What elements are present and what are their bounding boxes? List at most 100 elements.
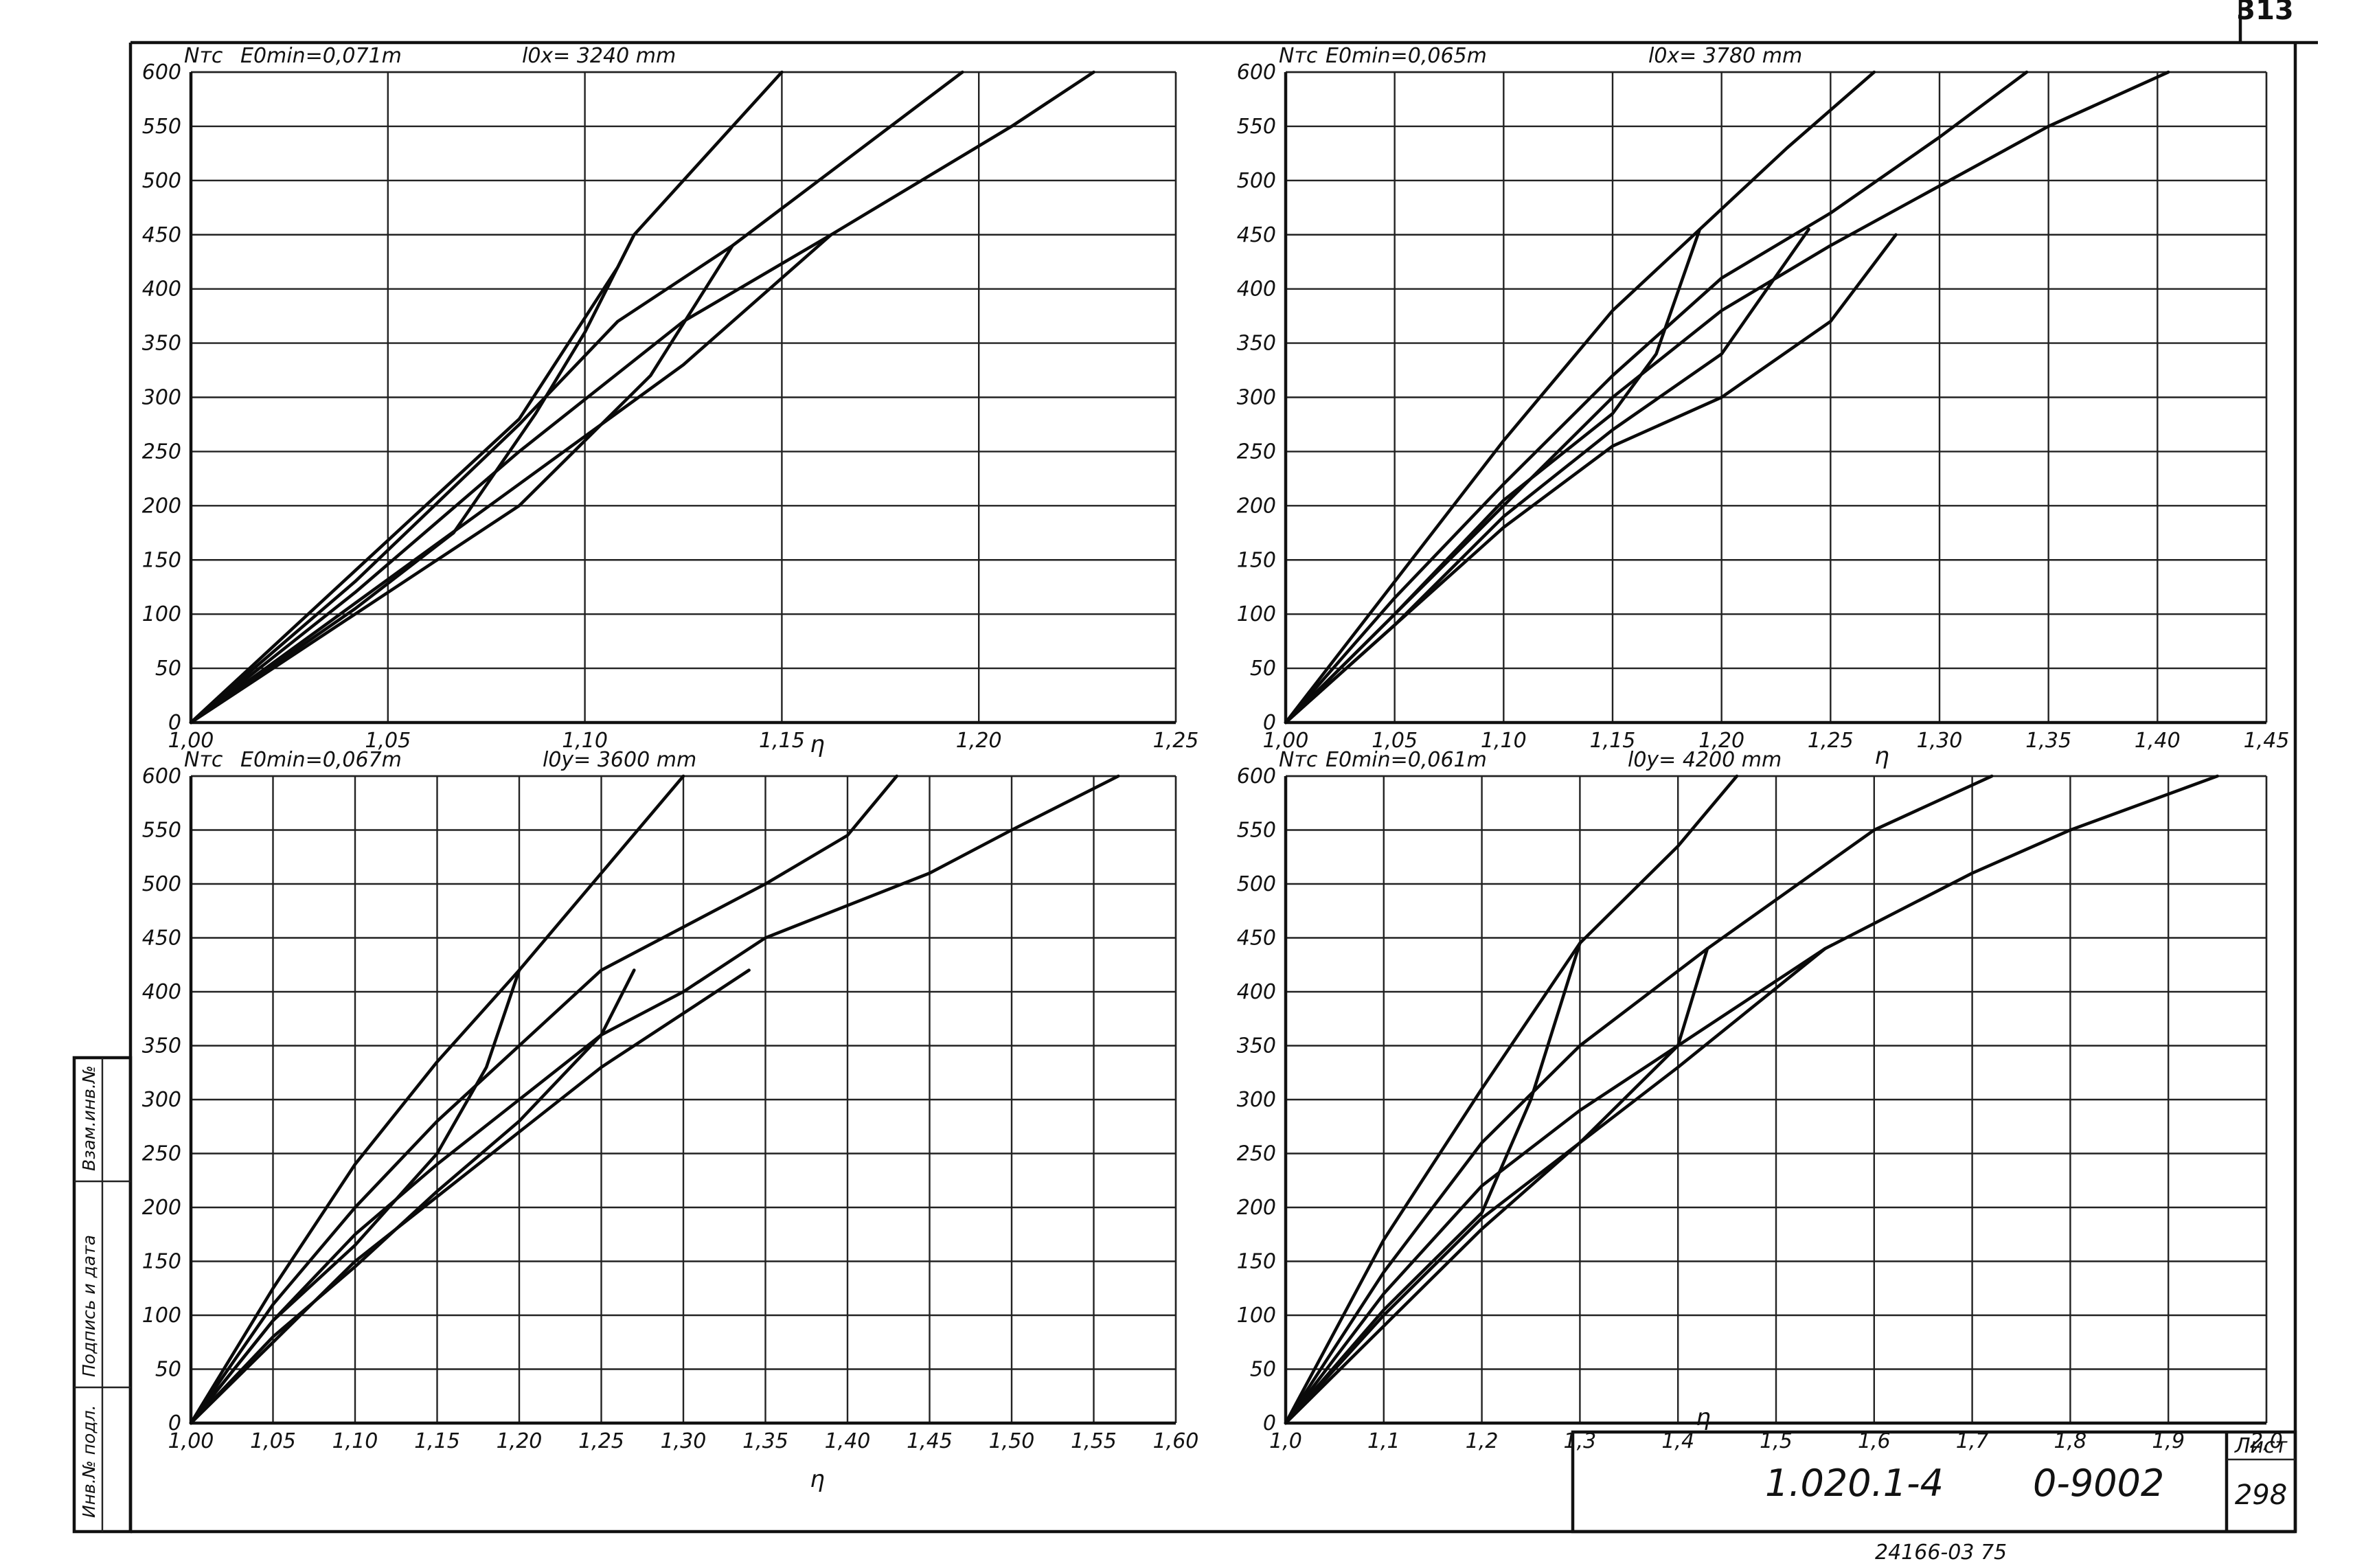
y-tick-label: 550 (142, 115, 181, 139)
x-tick-label: 1,00 (1263, 729, 1309, 753)
chart-bottom-right: 0 50 100 150 200 250 300 350 400 450 500 550 600 1,0 1… (1237, 748, 2283, 1453)
y-tick-label: 100 (142, 1304, 181, 1328)
x-tick-label: 1,35 (742, 1429, 788, 1453)
list-label: Лист (2234, 1434, 2288, 1458)
series-line-1 (1284, 774, 1739, 1425)
list-number: 298 (2235, 1479, 2287, 1511)
series-line-5 (189, 968, 521, 1425)
y-tick-label: 400 (142, 980, 181, 1004)
chart-param-label: E0min=0,071m (240, 44, 402, 68)
chart-param-label: l0y= 4200 mm (1628, 748, 1782, 772)
y-axis-label: Nтс (184, 44, 223, 68)
y-tick-label: 600 (142, 764, 181, 788)
y-tick-label: 150 (142, 548, 181, 572)
y-tick-label: 600 (1237, 764, 1276, 788)
x-tick-label: 1,05 (1372, 729, 1418, 753)
x-tick-label: 1,2 (1466, 1429, 1499, 1453)
y-tick-label: 100 (1237, 1304, 1276, 1328)
y-axis-label: Nтс (184, 748, 223, 772)
y-tick-label: 200 (142, 1196, 181, 1220)
series-line-4 (189, 233, 833, 725)
x-tick-label: 1,1 (1367, 1429, 1400, 1453)
series-line-5 (189, 233, 636, 725)
x-tick-label: 1,40 (825, 1429, 871, 1453)
chart-bottom-left: 0 50 100 150 200 250 300 350 400 450 500 550 600 1,00… (142, 748, 1199, 1493)
side-label-replace: Взам.инв.№ (79, 1065, 99, 1171)
y-tick-label: 550 (1237, 115, 1276, 139)
y-tick-label: 150 (142, 1250, 181, 1274)
series-line-4 (1284, 233, 1898, 725)
y-tick-label: 500 (142, 872, 181, 896)
x-tick-label: 2,0 (2250, 1429, 2283, 1453)
y-axis-label: Nтс (1279, 44, 1318, 68)
series-line-6 (189, 968, 636, 1425)
side-stamp: Инв.№ подл. Подпись и дата Взам.инв.№ (72, 1056, 133, 1534)
y-axis-label: Nтс (1279, 748, 1318, 772)
y-tick-label: 200 (1237, 494, 1276, 518)
x-tick-label: 1,30 (661, 1429, 707, 1453)
x-tick-label: 1,5 (1760, 1429, 1793, 1453)
series-line-2 (1284, 774, 1994, 1425)
x-tick-label: 1,9 (2152, 1429, 2185, 1453)
x-tick-label: 1,00 (168, 1429, 214, 1453)
x-tick-label: 1,55 (1071, 1429, 1117, 1453)
series-line-4 (1284, 946, 1827, 1425)
y-tick-label: 300 (142, 386, 181, 410)
x-tick-label: 1,10 (562, 729, 608, 753)
y-tick-label: 500 (142, 169, 181, 193)
y-tick-label: 500 (1237, 169, 1276, 193)
series-line-5 (1284, 227, 1702, 725)
x-tick-label: 1,00 (168, 729, 214, 753)
y-tick-label: 550 (142, 819, 181, 843)
x-tick-label: 1,15 (414, 1429, 460, 1453)
x-tick-label: 1,7 (1956, 1429, 1989, 1453)
x-tick-label: 1,3 (1564, 1429, 1597, 1453)
y-tick-label: 0 (168, 1411, 181, 1435)
y-tick-label: 50 (155, 1358, 181, 1382)
x-tick-label: 1,6 (1858, 1429, 1891, 1453)
chart-top-right: 0 50 100 150 200 250 300 350 400 450 500 550 600 1,00… (1237, 44, 2290, 770)
designation-b: 0-9002 (2033, 1462, 2164, 1505)
x-tick-label: 1,0 (1269, 1429, 1302, 1453)
series-line-2 (189, 774, 898, 1425)
x-tick-label: 1,4 (1661, 1429, 1694, 1453)
x-axis-label: η (810, 731, 825, 758)
y-tick-label: 0 (1263, 711, 1276, 735)
x-tick-label: 1,8 (2054, 1429, 2087, 1453)
y-tick-label: 500 (1237, 872, 1276, 896)
x-tick-label: 1,15 (1590, 729, 1636, 753)
sheet-frame (128, 0, 2318, 1534)
x-tick-label: 1,25 (578, 1429, 624, 1453)
y-tick-label: 600 (1237, 60, 1276, 84)
x-tick-label: 1,25 (1153, 729, 1199, 753)
bottom-code: 24166-03 75 (1875, 1541, 2007, 1565)
y-tick-label: 400 (1237, 277, 1276, 302)
x-tick-label: 1,20 (956, 729, 1002, 753)
series-line-1 (1284, 70, 1876, 725)
x-tick-label: 1,30 (1917, 729, 1963, 753)
y-tick-label: 250 (142, 440, 181, 464)
series-line-5 (1284, 942, 1582, 1425)
x-axis-label: η (1696, 1404, 1711, 1431)
x-tick-label: 1,35 (2025, 729, 2071, 753)
series-line-6 (189, 244, 734, 725)
y-tick-label: 600 (142, 60, 181, 84)
x-tick-label: 1,20 (1698, 729, 1744, 753)
x-tick-label: 1,10 (332, 1429, 378, 1453)
y-tick-label: 100 (1237, 602, 1276, 626)
y-tick-label: 50 (155, 657, 181, 681)
series-line-6 (1284, 946, 1709, 1425)
side-label-inv: Инв.№ подл. (79, 1405, 99, 1518)
y-tick-label: 300 (1237, 386, 1276, 410)
designation-a: 1.020.1-4 (1765, 1462, 1944, 1505)
x-axis-label: η (810, 1466, 825, 1493)
y-tick-label: 350 (1237, 1034, 1276, 1058)
y-tick-label: 400 (142, 277, 181, 302)
y-tick-label: 350 (142, 1034, 181, 1058)
y-tick-label: 250 (1237, 1142, 1276, 1166)
side-label-sign: Подпись и дата (79, 1235, 99, 1377)
x-tick-label: 1,25 (1808, 729, 1854, 753)
series-line-3 (1284, 774, 2219, 1425)
x-tick-label: 1,50 (989, 1429, 1035, 1453)
